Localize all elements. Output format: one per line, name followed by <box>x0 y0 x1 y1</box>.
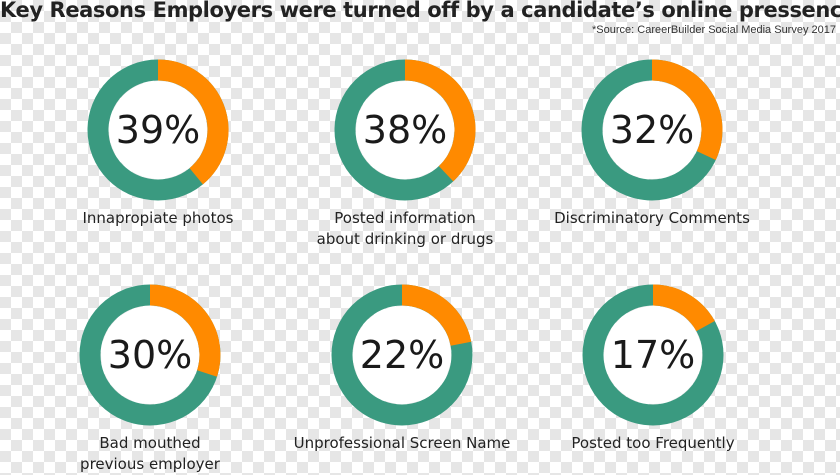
donut-share-arc <box>149 284 221 377</box>
donut-value-label: 38% <box>363 108 447 152</box>
donut-chart-2: 32% Discriminatory Comments <box>552 58 752 229</box>
donut-share-arc <box>651 59 723 161</box>
chart-label-line: about drinking or drugs <box>316 230 494 248</box>
donut-share-arc <box>157 59 229 185</box>
donut-inner <box>604 306 702 404</box>
donut-value-label: 17% <box>611 333 695 377</box>
donut-inner <box>603 81 701 179</box>
donut-svg: 30% <box>79 284 221 426</box>
chart-label-line: Innapropiate photos <box>82 209 234 227</box>
chart-label: Discriminatory Comments <box>552 208 752 229</box>
source-note: *Source: CareerBuilder Social Media Surv… <box>592 24 836 36</box>
chart-label-line: Posted information <box>334 209 476 227</box>
donut-share-arc <box>652 284 715 332</box>
donut-chart-3: 30% Bad mouthed previous employer <box>50 283 250 475</box>
donut-inner <box>353 306 451 404</box>
chart-label: Posted information about drinking or dru… <box>305 208 505 250</box>
chart-label-line: Bad mouthed <box>99 434 201 452</box>
donut-svg: 39% <box>87 59 229 201</box>
chart-label-line: Unprofessional Screen Name <box>293 434 511 452</box>
donut-value-label: 30% <box>108 333 192 377</box>
chart-label: Bad mouthed previous employer <box>50 433 250 475</box>
donut-share-arc <box>401 284 472 347</box>
chart-label: Innapropiate photos <box>58 208 258 229</box>
donut-chart-4: 22% Unprofessional Screen Name <box>294 283 510 454</box>
donut-inner <box>109 81 207 179</box>
donut-svg: 32% <box>581 59 723 201</box>
chart-title: Key Reasons Employers were turned off by… <box>0 0 840 22</box>
chart-label: Posted too Frequently <box>553 433 753 454</box>
chart-label-line: previous employer <box>80 455 220 473</box>
donut-value-label: 32% <box>610 108 694 152</box>
donut-inner <box>101 306 199 404</box>
donut-inner <box>356 81 454 179</box>
donut-chart-1: 38% Posted information about drinking or… <box>305 58 505 250</box>
donut-chart-0: 39% Innapropiate photos <box>58 58 258 229</box>
donut-share-arc <box>404 59 476 182</box>
chart-label: Unprofessional Screen Name <box>277 433 527 454</box>
donut-chart-5: 17% Posted too Frequently <box>553 283 753 454</box>
donut-svg: 22% <box>331 284 473 426</box>
donut-value-label: 39% <box>116 108 200 152</box>
donut-svg: 38% <box>334 59 476 201</box>
donut-svg: 17% <box>582 284 724 426</box>
chart-label-line: Discriminatory Comments <box>554 209 750 227</box>
donut-value-label: 22% <box>360 333 444 377</box>
chart-label-line: Posted too Frequently <box>571 434 735 452</box>
